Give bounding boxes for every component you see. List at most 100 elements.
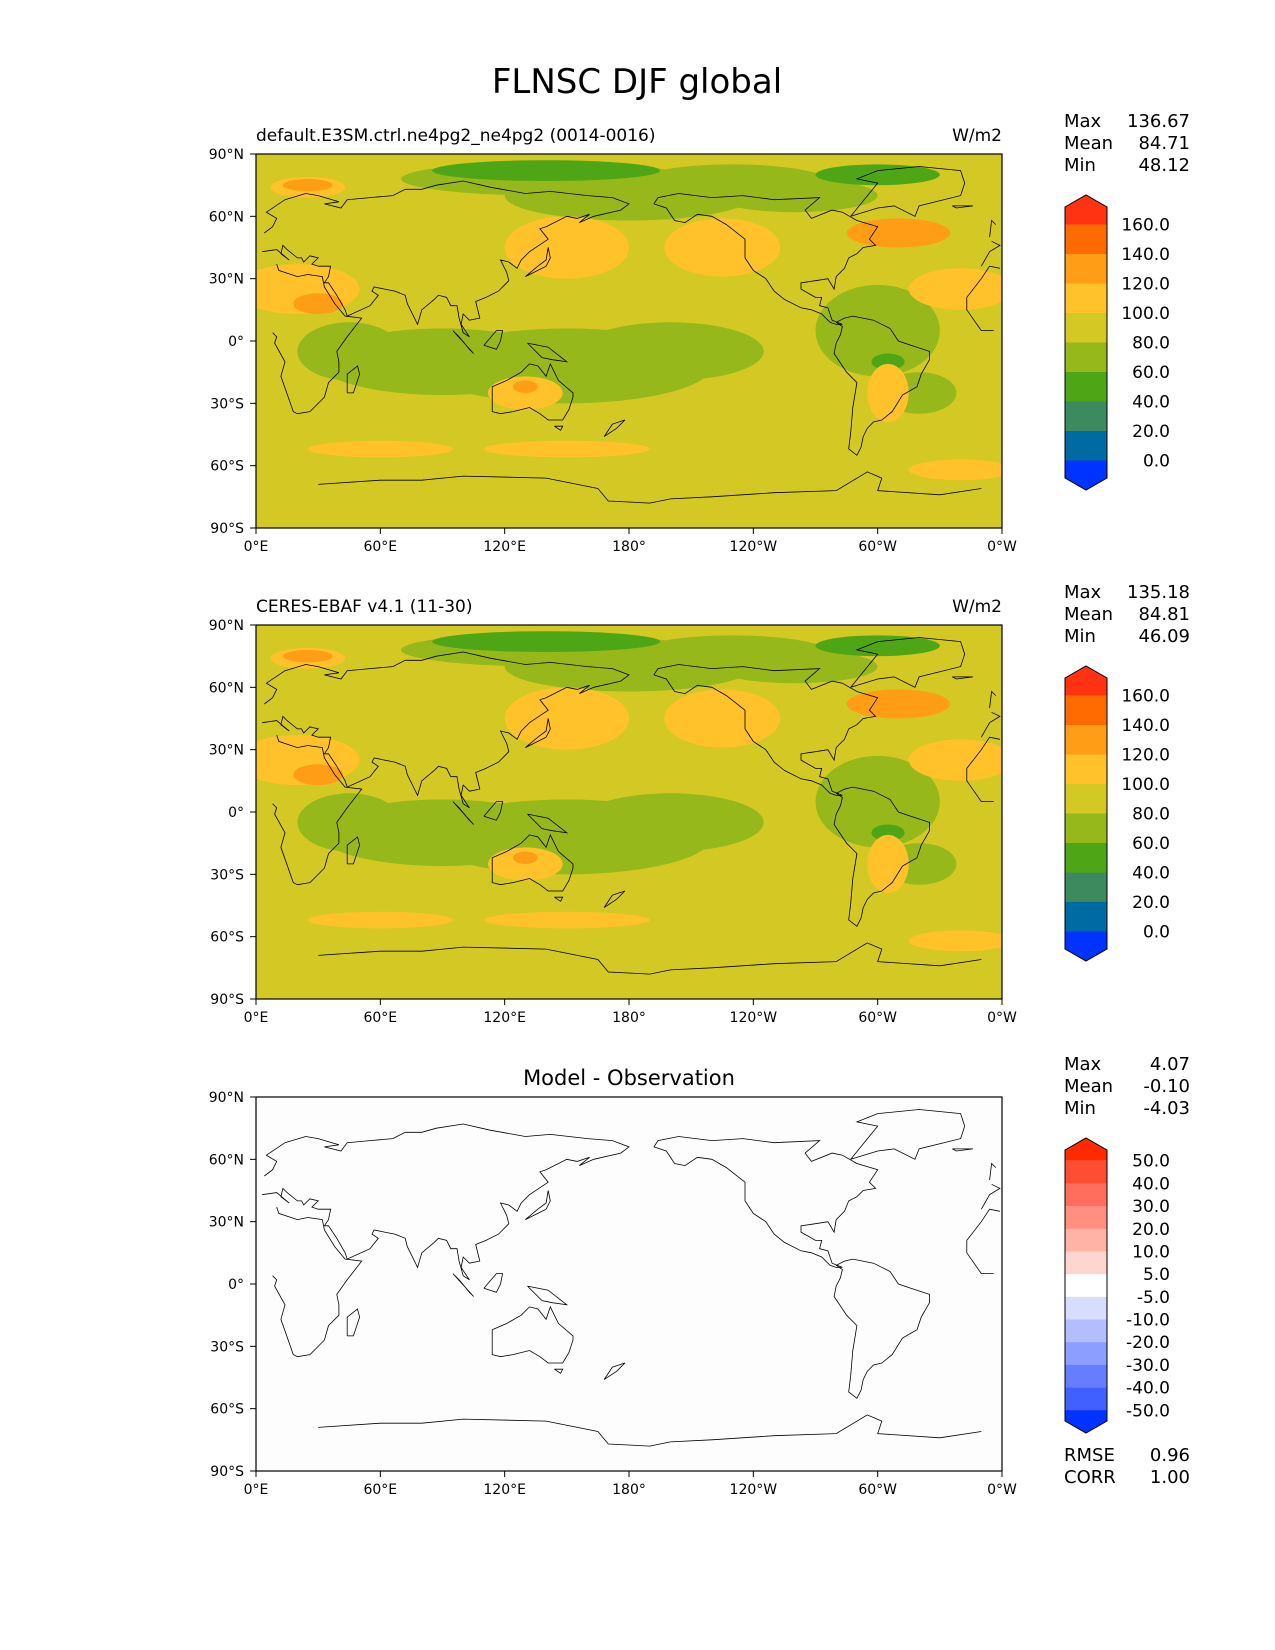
colorbar-swatch: [1065, 843, 1107, 873]
lon-label: 60°E: [363, 539, 397, 555]
colorbar-swatch: [1065, 725, 1107, 755]
colorbar-swatch: [1065, 695, 1107, 726]
lat-label: 90°S: [210, 521, 244, 537]
coastline: [452, 1273, 474, 1297]
colorbar-tick-label: 5.0: [1143, 1265, 1170, 1285]
stat-value: 84.71: [1138, 133, 1190, 154]
metric-label: CORR: [1064, 1467, 1116, 1488]
colorbar-tick-label: -10.0: [1126, 1311, 1170, 1331]
contour-region: [432, 160, 661, 182]
contour-region: [815, 164, 940, 186]
colorbar-extend-min: [1065, 460, 1107, 490]
colorbar-extend-min: [1065, 1410, 1107, 1433]
coastline: [262, 651, 1001, 809]
contour-region: [815, 284, 940, 377]
colorbar-extend-min: [1065, 931, 1107, 961]
stat-value: 46.09: [1138, 626, 1190, 647]
stat-value: -4.03: [1143, 1098, 1190, 1119]
lat-label: 90°N: [209, 618, 244, 634]
contour-region: [483, 440, 650, 458]
metric-value: 1.00: [1150, 1467, 1190, 1488]
colorbar: 50.040.0 30.0 20.010.0 5.0 -5.0 -10.0-20.0 -30…: [1064, 1137, 1170, 1434]
lat-label: 30°S: [210, 867, 244, 883]
coastline: [272, 263, 1000, 415]
lat-label: 60°N: [209, 1152, 244, 1168]
coastline: [525, 247, 551, 277]
lat-label: 60°S: [210, 1402, 244, 1418]
colorbar-swatch: [1065, 813, 1107, 844]
coastline: [262, 1123, 1001, 1281]
coastline: [346, 1308, 361, 1337]
coastline: [491, 362, 574, 421]
coastline: [952, 1148, 974, 1152]
colorbar-outline: [1064, 194, 1108, 491]
contour-region: [871, 824, 905, 842]
contour-region: [664, 218, 781, 277]
stat-value: -0.10: [1143, 1076, 1190, 1097]
colorbar-tick-label: -5.0: [1137, 1288, 1170, 1308]
lat-label: 30°N: [209, 743, 244, 759]
contour-region: [871, 353, 905, 371]
lon-label: 60°E: [363, 1482, 397, 1498]
lon-label: 0°E: [244, 1482, 269, 1498]
contour-region: [711, 178, 878, 213]
coastline: [850, 166, 966, 217]
colorbar-tick-label: -50.0: [1126, 1401, 1170, 1421]
colorbar-tick-label: 0.0: [1143, 452, 1170, 472]
contour-region: [512, 380, 538, 393]
stat-label: Max: [1064, 111, 1102, 132]
colorbar-outline: [1064, 1137, 1108, 1434]
colorbar-tick-label: 40.0: [1132, 1174, 1170, 1194]
colorbar-tick-label: 20.0: [1132, 1220, 1170, 1240]
contour-region: [293, 764, 344, 785]
colorbar-tick-label: 60.0: [1132, 834, 1170, 854]
lon-label: 120°E: [483, 1010, 526, 1026]
contour-region: [867, 363, 909, 423]
coastline: [452, 801, 474, 825]
colorbar-extend-max: [1065, 195, 1107, 225]
colorbar-tick-label: 10.0: [1132, 1242, 1170, 1262]
coastline: [850, 1109, 966, 1160]
lat-label: 0°: [228, 805, 244, 821]
coastline: [952, 205, 974, 209]
coastline: [554, 896, 564, 902]
contour-region: [282, 178, 333, 192]
coastline: [527, 813, 569, 834]
colorbar-swatch: [1065, 254, 1107, 284]
coastline: [833, 315, 930, 456]
contour-region: [867, 834, 909, 894]
colorbar-tick-label: 80.0: [1132, 805, 1170, 825]
lon-label: 60°W: [858, 1010, 897, 1026]
coastline: [603, 890, 626, 908]
stat-value: 136.67: [1127, 111, 1190, 132]
colorbar-tick-label: 160.0: [1121, 687, 1170, 707]
lat-label: 60°N: [209, 209, 244, 225]
colorbar-tick-label: 120.0: [1121, 746, 1170, 766]
colorbar-outline: [1064, 665, 1108, 962]
colorbar-swatch: [1065, 1319, 1107, 1343]
colorbar-swatch: [1065, 1206, 1107, 1230]
contour-region: [488, 847, 563, 881]
stat-label: Min: [1064, 155, 1096, 176]
lon-label: 0°W: [987, 1010, 1017, 1026]
panel-left-title: CERES-EBAF v4.1 (11-30): [256, 597, 472, 617]
coastline: [554, 425, 564, 431]
coastline: [989, 1162, 997, 1181]
lon-label: 60°W: [858, 1482, 897, 1498]
colorbar-swatch: [1065, 1183, 1107, 1207]
contour-region: [293, 293, 344, 314]
colorbar-swatch: [1065, 372, 1107, 402]
lat-label: 90°N: [209, 1090, 244, 1106]
coastline: [603, 1362, 626, 1380]
contour-region: [846, 689, 951, 719]
contour-region: [846, 218, 951, 248]
contour-region: [577, 322, 764, 381]
colorbar: 160.0 140.0 120.0 100.0 80.0 60.0 40.0 20.0 0.0: [1064, 194, 1170, 491]
lon-label: 180°: [612, 539, 646, 555]
lon-label: 0°W: [987, 539, 1017, 555]
lon-label: 60°E: [363, 1010, 397, 1026]
colorbar-swatch: [1065, 224, 1107, 255]
coastline: [833, 786, 930, 927]
contour-region: [432, 631, 661, 653]
